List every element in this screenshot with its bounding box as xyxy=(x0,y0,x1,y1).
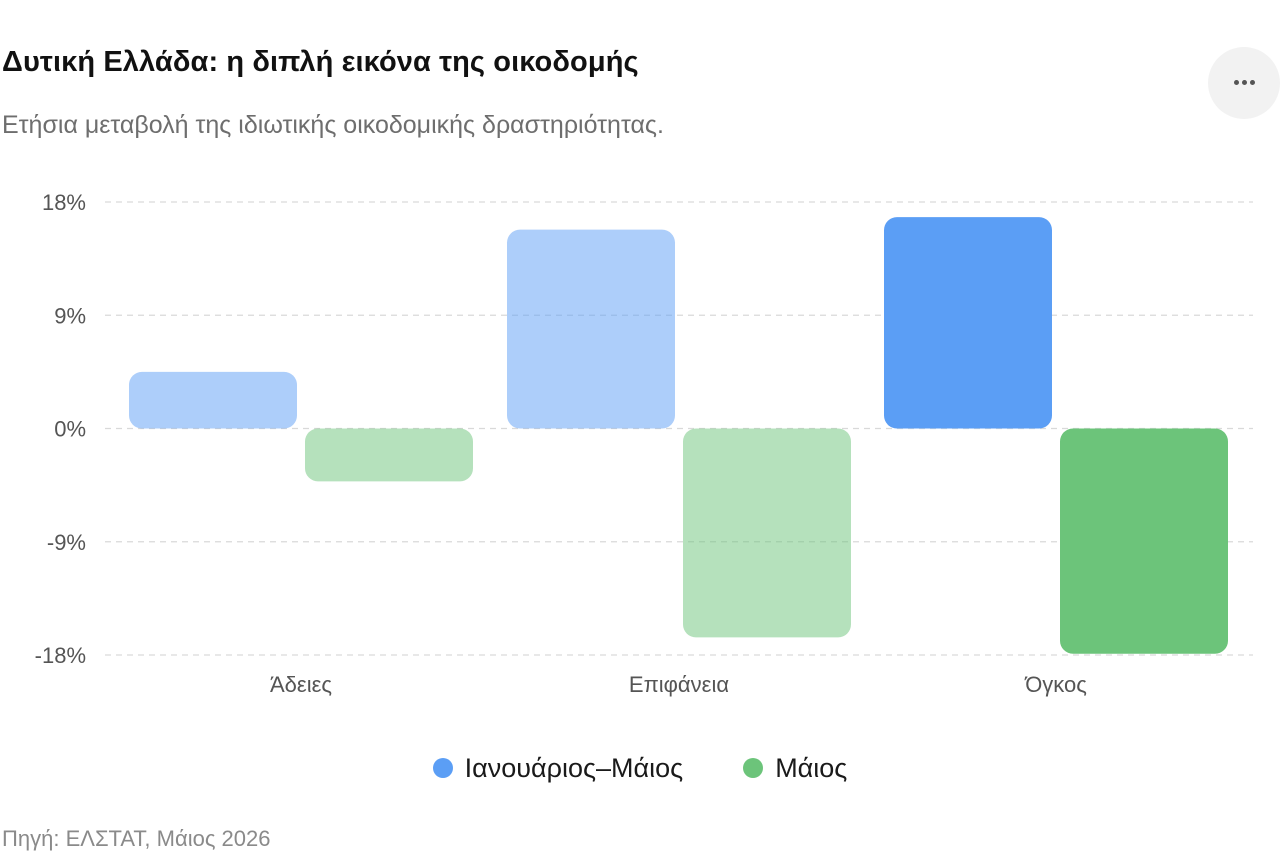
y-tick-label: 18% xyxy=(42,190,86,215)
y-tick-label: -9% xyxy=(47,530,86,555)
legend-label-series-1: Ιανουάριος–Μάιος xyxy=(464,752,684,783)
legend-item-series-2[interactable]: Μάιος xyxy=(743,753,847,784)
chart-title: Δυτική Ελλάδα: η διπλή εικόνα της οικοδο… xyxy=(2,46,639,78)
x-category-label: Όγκος xyxy=(1024,672,1087,697)
x-category-label: Επιφάνεια xyxy=(629,672,729,697)
legend-swatch-series-1 xyxy=(432,758,453,778)
bar-series-1-2[interactable] xyxy=(507,229,675,429)
y-tick-label: -18% xyxy=(35,643,86,668)
legend: Ιανουάριος–Μάιος Μάιος xyxy=(0,748,1280,788)
y-axis-ticks: 18% 9% 0% -9% -18% xyxy=(35,190,86,668)
legend-label-series-2: Μάιος xyxy=(775,752,848,783)
bar-series-2-3[interactable] xyxy=(1060,428,1228,654)
more-horizontal-icon-dot xyxy=(1250,80,1255,85)
bar-series-2-1[interactable] xyxy=(305,428,473,482)
bar-series-1-3[interactable] xyxy=(884,217,1052,429)
x-axis-labels: Άδειες Επιφάνεια Όγκος xyxy=(270,672,1087,697)
bars xyxy=(129,217,1228,654)
bar-series-2-2[interactable] xyxy=(683,428,851,638)
bar-series-1-1[interactable] xyxy=(129,371,297,429)
source-note: Πηγή: ΕΛΣΤΑΤ, Μάιος 2026 xyxy=(2,826,271,851)
more-horizontal-icon-dot xyxy=(1242,80,1247,85)
legend-item-series-1[interactable]: Ιανουάριος–Μάιος xyxy=(432,752,684,784)
y-tick-label: 0% xyxy=(54,417,86,442)
chart-subtitle: Ετήσια μεταβολή της ιδιωτικής οικοδομική… xyxy=(2,111,664,139)
more-horizontal-icon xyxy=(1234,80,1239,85)
x-category-label: Άδειες xyxy=(270,672,332,697)
bar-chart: 18% 9% 0% -9% -18% Άδειες Επιφάνεια Όγκος xyxy=(35,190,1253,697)
y-tick-label: 9% xyxy=(54,303,86,328)
legend-swatch-series-2 xyxy=(743,758,764,778)
more-options-button[interactable] xyxy=(1208,47,1280,119)
grid-lines xyxy=(105,201,1253,656)
